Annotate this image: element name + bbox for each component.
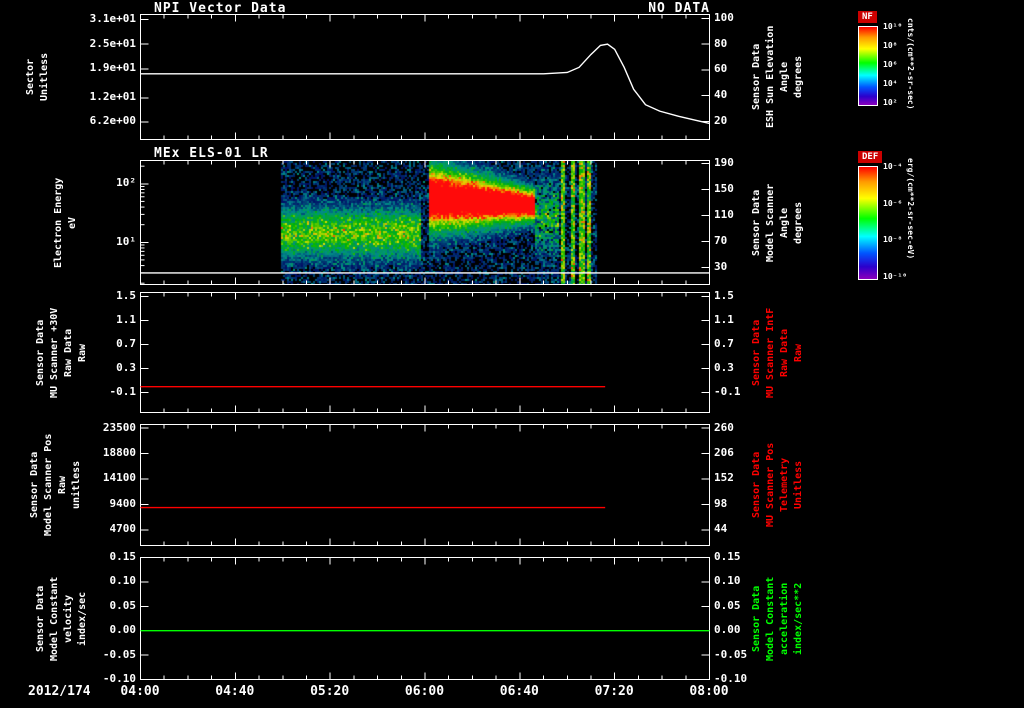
right-tick-label: 40 (714, 88, 728, 102)
left-tick-label: 0.05 (109, 598, 137, 612)
panel-4-frame (140, 424, 710, 546)
panel-3-frame (140, 292, 710, 413)
right-tick-label: 30 (714, 260, 728, 274)
right-tick-label: 44 (714, 522, 728, 536)
time-axis-label: 07:20 (594, 684, 634, 699)
panel-1-frame (140, 14, 710, 140)
left-tick-label: 0.15 (109, 550, 137, 563)
plot-border (140, 292, 710, 413)
date-label: 2012/174 (28, 684, 91, 699)
esh-sun-elevation-angle (140, 43, 710, 125)
colorbar-name-def: DEF (858, 151, 883, 163)
right-tick-label: 1.1 (714, 313, 734, 327)
time-axis-label: 04:00 (120, 684, 160, 699)
no-data-label: NO DATA (648, 1, 710, 16)
colorbar-nf (858, 26, 878, 106)
colorbar-tick-label: 10⁻⁶ (883, 198, 903, 208)
panel-5-frame (140, 557, 710, 680)
right-tick-label: 80 (714, 36, 728, 50)
right-tick-label: 150 (714, 182, 734, 196)
colorbar-name-nf: NF (858, 11, 877, 23)
left-tick-label: 10² (116, 176, 136, 190)
colorbar-tick-label: 10⁸ (883, 41, 898, 50)
right-tick-label: 60 (714, 62, 728, 76)
plot-border (140, 557, 710, 680)
left-tick-label: 0.00 (109, 623, 137, 637)
left-tick-label: 0.7 (116, 337, 136, 351)
colorbar-units: erg/(cm**2-sr-sec-eV) (906, 158, 915, 260)
plot-border (140, 14, 710, 140)
right-tick-label: 0.00 (714, 623, 741, 637)
right-tick-label: 152 (714, 471, 734, 485)
time-axis-label: 06:40 (499, 684, 539, 699)
plot-border (140, 424, 710, 546)
colorbar-tick-label: 10¹⁰ (883, 22, 903, 31)
els-energy-spectrogram (141, 161, 709, 284)
colorbar-tick-label: 10⁻⁴ (883, 162, 903, 171)
left-tick-label: 6.2e+00 (89, 114, 136, 128)
right-tick-label: 0.10 (714, 574, 741, 588)
colorbar-tick-label: 10⁻⁸ (883, 235, 903, 245)
left-tick-label: 1.1 (116, 313, 136, 327)
panel1-title: NPI Vector Data (154, 1, 287, 16)
left-tick-label: 2.5e+01 (89, 36, 136, 50)
left-tick-label: -0.05 (102, 647, 136, 661)
colorbar-def (858, 166, 878, 280)
time-axis-label: 05:20 (310, 684, 350, 699)
time-axis-label: 04:40 (215, 684, 255, 699)
right-tick-label: 260 (714, 420, 734, 434)
right-tick-label: -0.10 (714, 672, 748, 685)
right-tick-label: 100 (714, 10, 734, 24)
colorbar-tick-label: 10⁴ (883, 79, 898, 88)
right-tick-label: 190 (714, 155, 734, 169)
left-tick-label: 4700 (109, 522, 137, 536)
left-tick-label: 9400 (109, 496, 137, 510)
left-tick-label: 3.1e+01 (89, 11, 136, 25)
left-tick-label: -0.1 (109, 385, 137, 399)
left-tick-label: 1.2e+01 (89, 90, 136, 104)
panel-2-frame (140, 160, 710, 285)
time-axis-label: 06:00 (404, 684, 445, 699)
left-tick-label: -0.10 (102, 672, 136, 685)
left-tick-label: 1.5 (116, 289, 136, 303)
right-tick-label: 70 (714, 234, 728, 248)
right-tick-label: 98 (714, 496, 728, 510)
right-tick-label: 20 (714, 113, 728, 127)
left-tick-label: 10¹ (116, 234, 136, 248)
right-tick-label: -0.1 (714, 385, 741, 399)
colorbar-tick-label: 10² (883, 98, 898, 107)
left-tick-label: 14100 (102, 471, 136, 485)
right-tick-label: 0.3 (714, 361, 734, 375)
left-tick-label: 1.9e+01 (89, 61, 136, 75)
plot-border (140, 160, 710, 285)
right-tick-label: 0.05 (714, 598, 741, 612)
colorbar-tick-label: 10⁻¹⁰ (883, 272, 908, 281)
panel2-title: MEx ELS-01 LR (154, 146, 269, 161)
left-tick-label: 0.10 (109, 574, 137, 588)
right-tick-label: -0.05 (714, 647, 748, 661)
left-tick-label: 23500 (102, 420, 136, 434)
right-tick-label: 0.15 (714, 550, 741, 563)
right-tick-label: 1.5 (714, 289, 734, 303)
right-tick-label: 206 (714, 446, 734, 460)
left-tick-label: 18800 (102, 446, 136, 460)
colorbar-tick-label: 10⁶ (883, 60, 898, 69)
right-tick-label: 110 (714, 208, 734, 222)
right-tick-label: 0.7 (714, 337, 734, 351)
time-axis-label: 08:00 (689, 684, 729, 699)
colorbar-units: cnts/(cm**2-sr-sec) (906, 18, 915, 110)
left-tick-label: 0.3 (116, 361, 136, 375)
